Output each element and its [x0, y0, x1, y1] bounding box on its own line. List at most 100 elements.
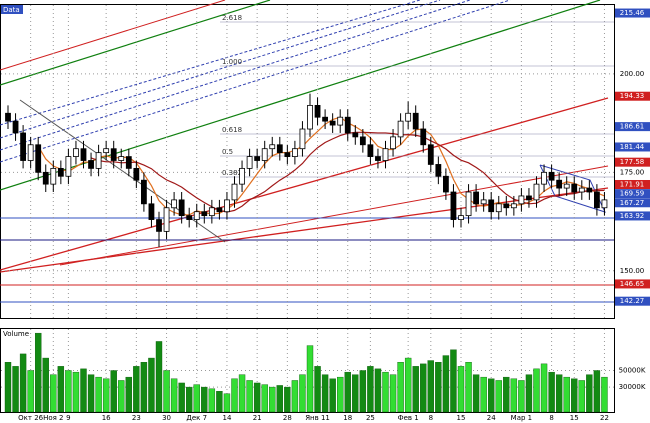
candle-body [216, 207, 223, 213]
volume-bar [299, 374, 306, 413]
candle-body [42, 171, 49, 185]
candle-body [80, 148, 87, 161]
x-tick-label: Мар 1 [511, 414, 532, 422]
candle-body [193, 211, 200, 220]
volume-bar [12, 366, 19, 413]
price-label: 146.65 [620, 280, 645, 288]
candle-body [578, 187, 585, 193]
fib-label: 0.382 [222, 169, 242, 177]
y-tick-label: 200.00 [620, 70, 645, 78]
volume-bar [253, 382, 261, 413]
volume-bar [284, 386, 291, 413]
candle-body [148, 203, 155, 220]
candle-body [239, 167, 245, 185]
volume-bar [261, 384, 268, 413]
candle-body [284, 152, 291, 157]
volume-bar [148, 357, 155, 413]
volume-bar [450, 349, 457, 413]
candle-body [208, 207, 215, 217]
volume-bar [80, 368, 87, 413]
candle-body [95, 152, 102, 169]
price-label: 142.27 [620, 297, 645, 305]
candle-body [420, 128, 427, 146]
candle-body [269, 144, 276, 150]
candle-body [518, 195, 525, 205]
price-label-box [615, 189, 650, 199]
candle-body [352, 132, 359, 138]
volume-bar [563, 376, 570, 413]
candle-body [329, 120, 336, 126]
x-tick-label: 28 [283, 414, 292, 422]
pattern-line [539, 164, 606, 213]
x-tick-label: Янв 11 [305, 414, 330, 422]
candle-body [586, 187, 593, 193]
x-tick-label: 18 [343, 414, 352, 422]
volume-bar [525, 374, 533, 413]
candle-body [458, 215, 464, 220]
volume-bar [367, 366, 374, 413]
x-tick-label: 22 [600, 414, 609, 422]
price-label: 177.58 [620, 158, 645, 166]
candle-body [541, 171, 547, 185]
candle-body [5, 112, 11, 122]
volume-bar [185, 386, 193, 413]
candle-body [140, 179, 147, 205]
x-tick-label: Дек 7 [186, 414, 207, 422]
candle-body [125, 156, 132, 169]
price-label-box [615, 279, 650, 289]
volume-bar [72, 371, 80, 413]
channel-line [0, 0, 226, 71]
candle-body [88, 160, 94, 169]
fib-label: 2.618 [222, 14, 242, 22]
candle-body [322, 116, 329, 122]
x-tick-label: Ноя 2 [43, 414, 63, 422]
candle-body [20, 132, 27, 161]
x-tick-label: 8 [429, 414, 433, 422]
volume-bar [50, 374, 57, 413]
candle-body [510, 203, 517, 209]
x-tick-label: 9 [66, 414, 70, 422]
volume-bar [540, 363, 548, 413]
candle-body [548, 171, 555, 181]
candle-body [442, 175, 449, 193]
volume-bar [503, 376, 510, 413]
candle-body [526, 195, 532, 201]
candle-body [103, 148, 110, 154]
volume-bar [276, 385, 283, 413]
volume-bar [4, 362, 12, 413]
candle-body [163, 207, 170, 232]
price-label-box [615, 142, 650, 152]
price-label: 163.92 [620, 212, 645, 220]
candle-body [601, 199, 608, 209]
price-label-box [615, 91, 650, 101]
candle-body [246, 156, 253, 169]
candle-body [473, 191, 480, 205]
volume-bar [548, 371, 555, 413]
fan-line [0, 0, 511, 163]
volume-bar [518, 380, 525, 413]
candle-body [533, 183, 540, 201]
candle-body [201, 211, 208, 217]
volume-bar [57, 366, 65, 413]
candle-body [405, 112, 412, 122]
fib-label: 1.000 [222, 58, 242, 66]
volume-bar [495, 380, 502, 413]
volume-bar [155, 341, 163, 413]
volume-bar [306, 345, 314, 413]
volume-bar [457, 366, 465, 413]
x-tick-label: 16 [102, 414, 111, 422]
x-tick-label: 14 [222, 414, 231, 422]
volume-bar [87, 374, 95, 413]
volume-bar [442, 355, 450, 413]
candle-body [450, 191, 457, 220]
price-label-box [615, 179, 650, 189]
volume-bar [382, 371, 389, 413]
volume-bar [465, 362, 472, 413]
volume-tick-label: 50000K [619, 367, 646, 375]
volume-bar [238, 374, 246, 413]
candle-body [57, 167, 64, 177]
volume-bar [216, 391, 223, 413]
price-label-box [615, 296, 650, 306]
volume-bar [586, 374, 593, 413]
